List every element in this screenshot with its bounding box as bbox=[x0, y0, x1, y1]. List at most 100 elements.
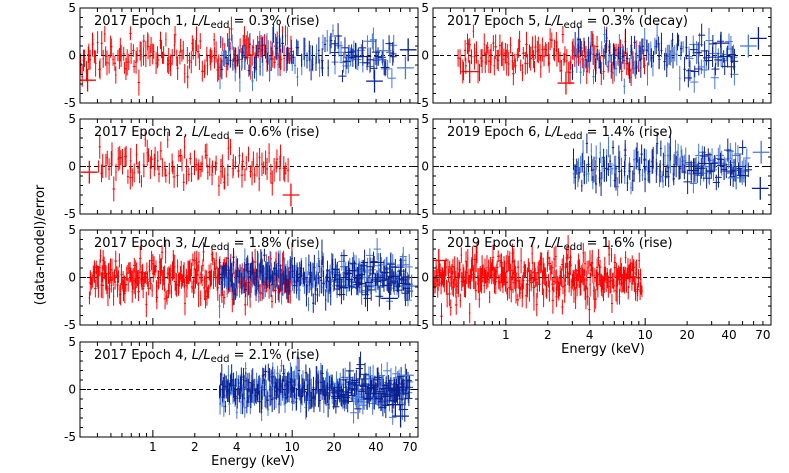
panel-e3: -5 0 5 2017 Epoch 3, L/Ledd = 1.8% (rise) bbox=[64, 223, 419, 332]
x-tick-label: 20 bbox=[679, 328, 694, 342]
data-point-e2-0-31 bbox=[150, 149, 153, 169]
panel-title-prefix: 2017 Epoch 1, bbox=[94, 14, 192, 29]
panel-title: 2017 Epoch 2, L/Ledd = 0.6% (rise) bbox=[94, 125, 320, 142]
data-point-e3-0-155 bbox=[200, 274, 204, 287]
data-point-e1-0-93 bbox=[210, 50, 214, 63]
data-point-e5-0-41 bbox=[512, 62, 515, 86]
data-point-e1-1-42 bbox=[326, 30, 329, 52]
outlier-point-e2-1 bbox=[282, 183, 300, 207]
data-point-e1-2-14 bbox=[255, 44, 258, 71]
data-point-e1-0-75 bbox=[186, 47, 188, 64]
data-point-e3-0-78 bbox=[145, 291, 148, 318]
data-point-e7-0-189 bbox=[551, 287, 555, 314]
y-tick-label: -5 bbox=[64, 318, 76, 332]
data-point-e3-0-100 bbox=[161, 245, 164, 260]
data-point-e5-0-27 bbox=[493, 55, 496, 76]
data-point-e1-2-49 bbox=[341, 37, 349, 59]
data-point-e6-1-10 bbox=[590, 159, 594, 182]
data-point-e4-1-191 bbox=[398, 379, 406, 401]
data-point-e1-0-137 bbox=[273, 55, 276, 69]
data-point-e1-0-92 bbox=[210, 47, 212, 71]
data-point-e1-2-66 bbox=[381, 59, 390, 76]
data-point-e1-0-9 bbox=[91, 34, 94, 54]
data-point-e7-0-171 bbox=[541, 252, 543, 273]
data-point-e2-0-43 bbox=[172, 160, 174, 175]
data-point-e6-1-55 bbox=[678, 157, 682, 180]
data-point-e4-1-11 bbox=[229, 374, 232, 387]
data-point-e5-0-63 bbox=[541, 37, 544, 62]
data-point-e7-0-281 bbox=[610, 248, 613, 263]
data-point-e5-2-48 bbox=[685, 35, 688, 60]
panel-title: 2017 Epoch 4, L/Ledd = 2.1% (rise) bbox=[94, 348, 320, 365]
data-point-e1-0-53 bbox=[155, 52, 157, 74]
data-point-e3-2-21 bbox=[243, 276, 245, 294]
data-point-e3-2-67 bbox=[293, 256, 296, 284]
data-point-e7-0-59 bbox=[469, 269, 472, 290]
data-point-e3-0-68 bbox=[138, 270, 140, 292]
panel-title-ratio: = 1.6% bbox=[582, 236, 634, 251]
data-point-e3-2-91 bbox=[321, 239, 323, 266]
x-tick-label: 2 bbox=[544, 328, 552, 342]
data-point-e6-0-18 bbox=[607, 136, 610, 158]
data-point-e3-0-158 bbox=[203, 275, 206, 301]
data-point-e3-0-91 bbox=[154, 260, 157, 273]
data-point-e1-1-23 bbox=[277, 52, 279, 76]
data-point-e7-0-133 bbox=[516, 293, 520, 306]
data-point-e7-0-149 bbox=[526, 267, 529, 294]
data-point-e3-0-118 bbox=[173, 272, 177, 291]
data-point-e1-2-33 bbox=[303, 37, 305, 60]
data-point-e3-2-64 bbox=[291, 250, 294, 267]
data-point-e5-2-29 bbox=[640, 58, 642, 78]
data-point-e3-0-26 bbox=[107, 263, 110, 284]
data-point-e3-0-84 bbox=[149, 277, 152, 290]
data-point-e5-0-115 bbox=[611, 61, 614, 84]
data-point-e2-0-50 bbox=[183, 136, 186, 159]
data-point-e5-0-31 bbox=[498, 34, 501, 57]
panel-title-prefix: 2017 Epoch 3, bbox=[94, 236, 192, 251]
data-point-e4-1-134 bbox=[343, 390, 352, 413]
data-point-e4-1-99 bbox=[313, 395, 315, 413]
data-point-e6-1-50 bbox=[669, 134, 671, 161]
data-point-e7-0-54 bbox=[467, 248, 469, 268]
data-point-e1-1-17 bbox=[262, 53, 264, 77]
data-point-e6-1-29 bbox=[629, 162, 631, 181]
data-point-e3-2-37 bbox=[260, 249, 262, 275]
data-point-e7-0-153 bbox=[529, 269, 531, 282]
data-point-e2-0-100 bbox=[270, 170, 274, 196]
data-point-e6-1-88 bbox=[741, 164, 749, 187]
data-point-e5-0-4 bbox=[462, 61, 465, 81]
data-point-e1-0-145 bbox=[284, 25, 287, 46]
data-point-e5-0-129 bbox=[630, 68, 632, 86]
data-point-e5-1-14 bbox=[605, 53, 607, 67]
panel-title-suffix: (rise) bbox=[282, 348, 320, 363]
data-point-e6-0-66 bbox=[698, 145, 707, 159]
data-point-e4-1-122 bbox=[332, 400, 340, 414]
data-point-e4-1-1 bbox=[219, 372, 222, 397]
data-point-e5-1-36 bbox=[656, 22, 658, 48]
data-point-e1-0-96 bbox=[215, 41, 217, 63]
data-point-e3-0-235 bbox=[258, 284, 262, 302]
data-point-e5-0-26 bbox=[492, 35, 495, 52]
data-point-e7-0-73 bbox=[478, 290, 481, 308]
data-point-e2-0-33 bbox=[154, 146, 156, 171]
data-point-e5-2-42 bbox=[671, 32, 674, 48]
data-point-e2-0-68 bbox=[214, 155, 218, 171]
data-point-e6-1-74 bbox=[715, 167, 722, 188]
data-point-e3-0-80 bbox=[146, 271, 149, 288]
data-point-e7-0-304 bbox=[624, 251, 627, 264]
data-point-e3-2-115 bbox=[344, 261, 353, 286]
data-point-e7-0-69 bbox=[476, 241, 478, 264]
data-point-e4-1-46 bbox=[262, 368, 266, 382]
data-point-e2-0-87 bbox=[249, 165, 252, 178]
data-point-e3-0-145 bbox=[193, 251, 197, 271]
data-point-e5-0-18 bbox=[481, 49, 484, 74]
data-point-e7-0-327 bbox=[639, 268, 642, 281]
data-point-e7-0-308 bbox=[627, 286, 630, 300]
outlier-point-e1-4 bbox=[374, 39, 392, 63]
data-point-e3-0-62 bbox=[133, 258, 136, 273]
data-point-e2-0-22 bbox=[135, 143, 138, 165]
data-point-e5-0-19 bbox=[483, 33, 485, 56]
y-tick-label: -5 bbox=[64, 96, 76, 110]
data-point-e6-1-41 bbox=[652, 146, 655, 169]
data-point-e7-0-247 bbox=[589, 250, 591, 267]
